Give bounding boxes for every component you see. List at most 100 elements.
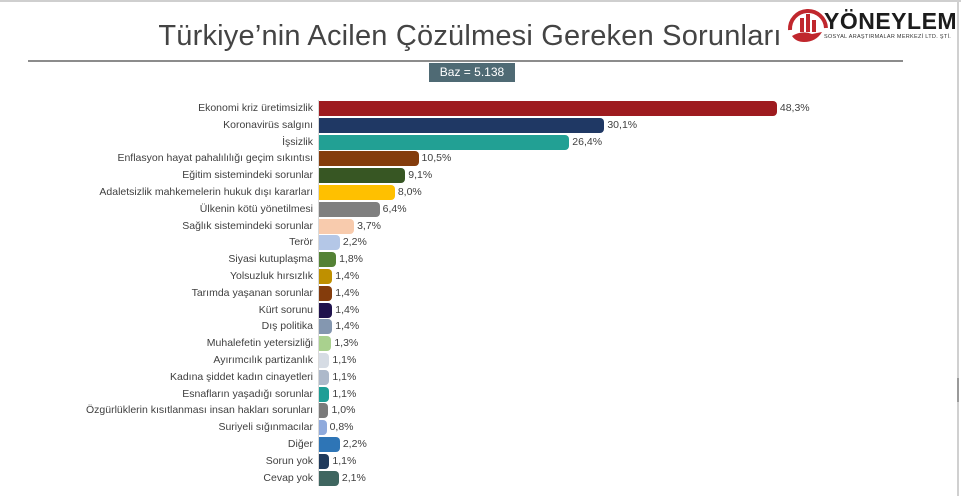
bar [319,470,339,486]
bar [319,336,332,352]
value-label: 1,8% [339,253,363,266]
value-label: 8,0% [397,186,422,198]
bar-row: Muhalefetin yetersizliği 1,3% [0,335,961,352]
logo-wordmark: YÖNEYLEM [824,8,958,34]
scrollbar-thumb[interactable] [957,378,959,402]
top-border [0,0,961,2]
category-label: Ülkenin kötü yönetilmesi [199,202,313,215]
category-label: Dış politika [261,320,313,333]
yoneylem-logo: YÖNEYLEM SOSYAL ARAŞTIRMALAR MERKEZİ LTD… [786,6,958,46]
bar-row: Enflasyon hayat pahalılılığı geçim sıkın… [0,150,961,167]
category-label: Ekonomi kriz üretimsizlik [198,102,313,114]
value-label: 30,1% [607,118,638,131]
category-label: Diğer [287,438,313,450]
value-label: 1,4% [335,320,360,333]
category-label: Yolsuzluk hırsızlık [229,270,313,282]
value-label: 48,3% [779,102,810,114]
title-underline [28,60,903,62]
bar [319,218,355,234]
bar-row: Koronavirüs salgını 30,1% [0,117,961,133]
value-label: 1,4% [335,270,360,282]
value-label: 1,1% [332,387,357,400]
base-count-badge: Baz = 5.138 [429,63,515,82]
chart-title: Türkiye’nin Acilen Çözülmesi Gereken Sor… [158,20,782,52]
bar [319,403,329,419]
value-label: 9,1% [408,169,433,182]
bar [319,420,327,436]
value-label: 10,5% [421,152,452,165]
bar [319,437,340,452]
bar [319,185,395,200]
value-label: 1,0% [331,404,356,417]
category-label: Kadına şiddet kadın cinayetleri [169,370,313,383]
bar [319,353,330,368]
bar [319,134,570,150]
logo-hand-chart-icon [787,8,828,42]
bar-row: Sorun yok 1,1% [0,453,961,469]
bar-row: Adaletsizlik mahkemelerin hukuk dışı kar… [0,184,961,200]
bar-row: Suriyeli sığınmacılar 0,8% [0,419,961,436]
bar-row: Dış politika 1,4% [0,318,961,335]
category-label: Sağlık sistemindeki sorunlar [182,219,313,232]
category-label: Terör [289,236,313,249]
bar-row: Esnafların yaşadığı sorunlar 1,1% [0,386,961,402]
category-label: Esnafların yaşadığı sorunlar [182,387,313,400]
value-label: 0,8% [329,421,354,434]
bar-row: Özgürlüklerin kısıtlanması insan hakları… [0,402,961,419]
bar-row: İşsizlik 26,4% [0,134,961,150]
category-label: Cevap yok [263,471,313,484]
bar [319,269,333,284]
bar-row: Ayırımcılık partizanlık 1,1% [0,352,961,368]
bar [319,117,605,133]
bar-row: Diğer 2,2% [0,436,961,452]
bar-row: Kürt sorunu 1,4% [0,302,961,318]
category-axis-line [318,100,319,486]
bar-row: Siyasi kutuplaşma 1,8% [0,251,961,268]
bar [319,252,337,268]
logo-subtitle: SOSYAL ARAŞTIRMALAR MERKEZİ LTD. ŞTİ. [824,34,952,40]
value-label: 6,4% [382,202,407,215]
bar [319,319,333,335]
bar-row: Ülkenin kötü yönetilmesi 6,4% [0,201,961,217]
category-label: Siyasi kutuplaşma [228,253,313,266]
category-label: Eğitim sistemindeki sorunlar [182,169,313,182]
value-label: 1,1% [332,354,357,366]
value-label: 2,2% [342,438,367,450]
bar [319,386,330,402]
bar-row: Eğitim sistemindeki sorunlar 9,1% [0,167,961,184]
bar-row: Terör 2,2% [0,234,961,251]
category-label: Enflasyon hayat pahalılılığı geçim sıkın… [117,152,313,165]
value-label: 1,3% [334,337,359,350]
bar [319,151,419,167]
value-label: 3,7% [357,219,381,232]
value-label: 1,1% [332,454,357,467]
value-label: 1,1% [332,370,357,383]
right-edge-border [957,0,959,496]
bar-row: Yolsuzluk hırsızlık 1,4% [0,268,961,284]
category-label: Adaletsizlik mahkemelerin hukuk dışı kar… [99,186,313,198]
bar [319,201,380,217]
bar-row: Tarımda yaşanan sorunlar 1,4% [0,285,961,301]
bar [319,285,333,301]
category-label: Özgürlüklerin kısıtlanması insan hakları… [85,404,313,417]
category-label: Ayırımcılık partizanlık [213,354,313,366]
bar [319,369,330,385]
value-label: 2,2% [342,236,367,249]
category-label: Sorun yok [265,454,313,467]
category-label: Muhalefetin yetersizliği [206,337,313,350]
bar [319,235,340,251]
bar-row: Cevap yok 2,1% [0,470,961,486]
horizontal-bar-chart: Ekonomi kriz üretimsizlik 48,3% Koronavirü… [0,100,961,490]
category-label: Tarımda yaşanan sorunlar [191,286,313,299]
bar [319,101,777,116]
category-label: Koronavirüs salgını [223,118,313,131]
category-label: Kürt sorunu [258,303,313,316]
bar-row: Kadına şiddet kadın cinayetleri 1,1% [0,369,961,385]
bar-row: Ekonomi kriz üretimsizlik 48,3% [0,100,961,116]
value-label: 2,1% [341,471,366,484]
category-label: Suriyeli sığınmacılar [218,421,313,434]
category-label: İşsizlik [282,135,313,148]
bar [319,168,406,184]
bar-row: Sağlık sistemindeki sorunlar 3,7% [0,218,961,234]
value-label: 1,4% [335,286,360,299]
